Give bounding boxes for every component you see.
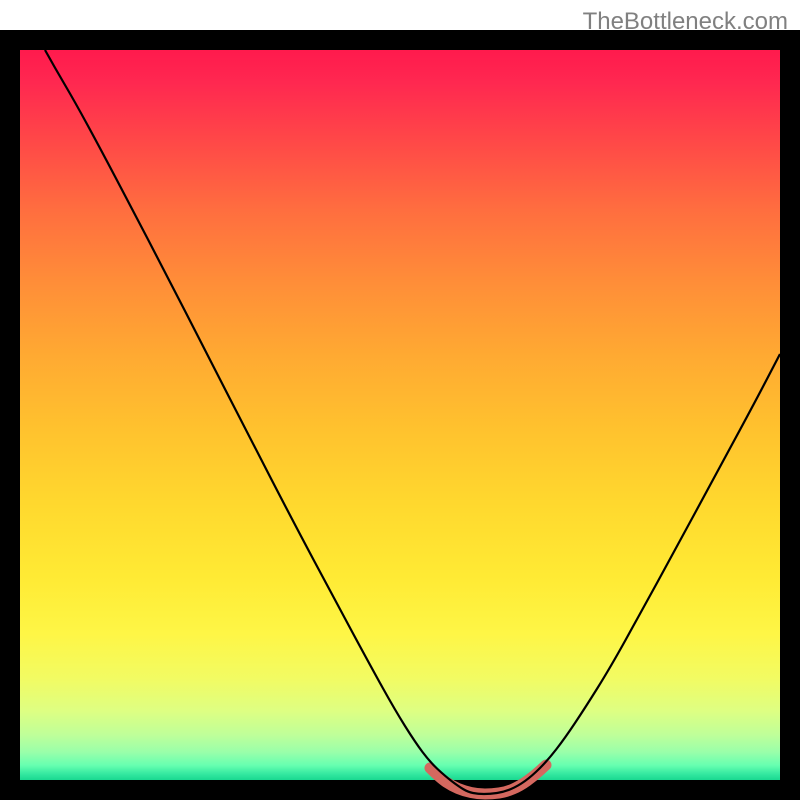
frame-left (0, 30, 20, 800)
bottleneck-chart: TheBottleneck.com (0, 0, 800, 800)
plot-background (20, 50, 780, 780)
chart-svg (0, 0, 800, 800)
frame-right (780, 30, 800, 800)
frame-bottom (0, 780, 800, 800)
attribution-label: TheBottleneck.com (583, 8, 788, 36)
